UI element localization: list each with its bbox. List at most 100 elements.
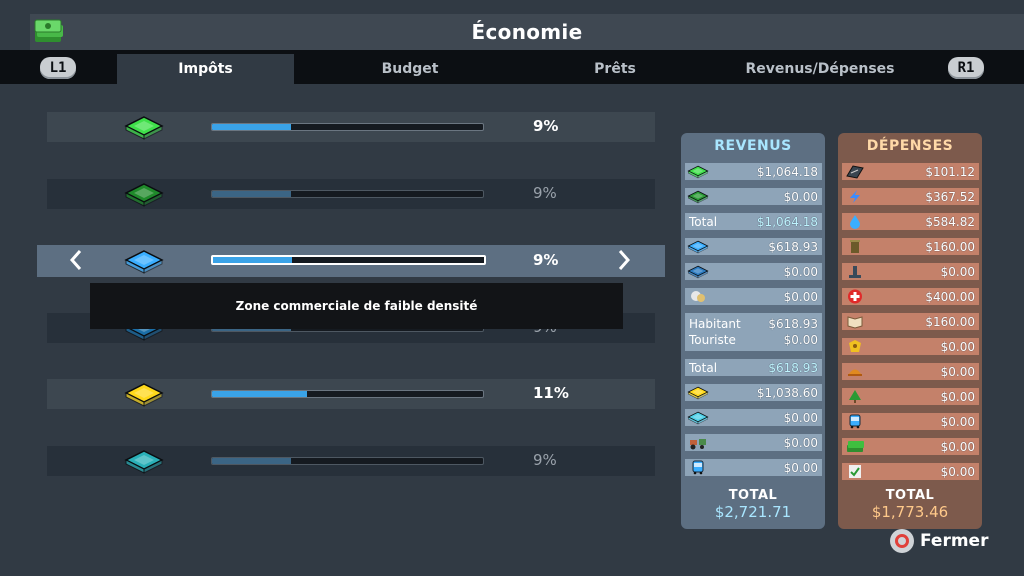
row-value: $1,064.18 <box>756 214 818 229</box>
garbage-icon <box>844 239 866 254</box>
row-value: $160.00 <box>925 314 975 329</box>
depenses-row: $584.82 <box>842 213 979 230</box>
row-value: $618.93 <box>768 360 818 375</box>
commercial-low-icon <box>123 247 165 279</box>
revenus-row: $1,064.18 <box>685 163 822 180</box>
row-label: Total <box>689 360 718 375</box>
row-value: $0.00 <box>783 333 818 347</box>
tree-icon <box>844 389 866 404</box>
depenses-row: $0.00 <box>842 363 979 380</box>
fire-icon <box>844 364 866 379</box>
circle-button-icon <box>890 529 914 553</box>
office-icon <box>123 447 165 479</box>
row-value: $1,038.60 <box>756 385 818 400</box>
window-title: Économie <box>471 20 583 44</box>
depenses-row: $367.52 <box>842 188 979 205</box>
revenus-row: $0.00 <box>685 409 822 426</box>
tax-rate-label: 11% <box>533 384 569 402</box>
row-label: Habitant <box>689 317 741 331</box>
depenses-row: $160.00 <box>842 238 979 255</box>
residential-low-icon <box>123 113 165 145</box>
r1-button-icon[interactable]: R1 <box>948 57 984 79</box>
residential-low-icon <box>687 164 709 179</box>
revenus-row: $0.00 <box>685 459 822 476</box>
row-value: $0.00 <box>783 189 818 204</box>
tax-row[interactable]: 9% <box>47 446 655 476</box>
water-icon <box>844 214 866 229</box>
depenses-row: $101.12 <box>842 163 979 180</box>
policies-icon <box>844 464 866 479</box>
row-value: $1,064.18 <box>756 164 818 179</box>
tax-slider[interactable] <box>211 457 484 465</box>
tax-rate-label: 9% <box>533 117 559 135</box>
close-button[interactable]: Fermer <box>890 528 988 554</box>
tax-rate-label: 9% <box>533 451 557 469</box>
tax-slider-fill <box>212 391 307 397</box>
chevron-left-icon[interactable] <box>69 248 83 278</box>
revenus-row: $618.93 <box>685 238 822 255</box>
row-value: $0.00 <box>783 289 818 304</box>
row-value: $0.00 <box>940 464 975 479</box>
leisure-icon <box>687 289 709 304</box>
l1-button-icon[interactable]: L1 <box>40 57 76 79</box>
row-value: $0.00 <box>940 389 975 404</box>
chevron-right-icon[interactable] <box>617 248 631 278</box>
residential-high-icon <box>123 180 165 212</box>
residential-high-icon <box>687 189 709 204</box>
tab-budget[interactable]: Budget <box>381 61 439 77</box>
commercial-low-icon <box>687 239 709 254</box>
tax-slider[interactable] <box>211 190 484 198</box>
revenus-row: Habitant $618.93 Touriste $0.00 <box>685 313 822 351</box>
commercial-high-icon <box>687 264 709 279</box>
row-value: $0.00 <box>783 264 818 279</box>
depenses-total-value: $1,773.46 <box>871 503 949 521</box>
revenus-total-label: TOTAL <box>728 488 778 503</box>
tax-row[interactable]: 11% <box>47 379 655 409</box>
depenses-title: DÉPENSES <box>866 138 954 154</box>
revenus-row: Total $618.93 <box>685 359 822 376</box>
industrial-icon <box>687 385 709 400</box>
revenus-row: $0.00 <box>685 434 822 451</box>
revenus-subrow: Touriste $0.00 <box>687 333 818 347</box>
title-bar: Économie <box>30 14 1024 50</box>
tax-slider-fill <box>212 124 291 130</box>
depenses-row: $0.00 <box>842 438 979 455</box>
depenses-row: $0.00 <box>842 338 979 355</box>
tax-row[interactable]: 9% <box>37 245 665 277</box>
zone-tooltip: Zone commerciale de faible densité <box>90 283 623 329</box>
tax-slider-fill <box>213 257 292 263</box>
depenses-row: $0.00 <box>842 388 979 405</box>
depenses-row: $400.00 <box>842 288 979 305</box>
police-icon <box>844 339 866 354</box>
tab-prets[interactable]: Prêts <box>594 61 636 77</box>
row-value: $0.00 <box>940 414 975 429</box>
industrial-icon <box>123 380 165 412</box>
revenus-total-value: $2,721.71 <box>714 503 792 521</box>
tax-row[interactable]: 9% <box>47 112 655 142</box>
revenus-row: $1,038.60 <box>685 384 822 401</box>
tab-revenus-depenses[interactable]: Revenus/Dépenses <box>745 61 895 77</box>
money-icon <box>844 439 866 454</box>
tax-row[interactable]: 9% <box>47 179 655 209</box>
farming-icon <box>687 435 709 450</box>
row-value: $0.00 <box>940 264 975 279</box>
depenses-panel: DÉPENSES $101.12 $367.52 $584.82 $160.00 $0.… <box>838 133 982 529</box>
depenses-row: $160.00 <box>842 313 979 330</box>
revenus-title: REVENUS <box>714 138 792 154</box>
depenses-row: $0.00 <box>842 413 979 430</box>
revenus-panel: REVENUS $1,064.18 $0.00 Total $1,064.18 $618… <box>681 133 825 529</box>
tax-slider[interactable] <box>211 255 486 265</box>
tax-rate-label: 9% <box>533 251 559 269</box>
roads-icon <box>844 164 866 179</box>
row-value: $584.82 <box>925 214 975 229</box>
tax-rate-label: 9% <box>533 184 557 202</box>
tab-bar: L1 Impôts Budget Prêts Revenus/Dépenses … <box>0 50 1024 84</box>
revenus-subrow: Habitant $618.93 <box>687 317 818 331</box>
depenses-total-label: TOTAL <box>885 488 935 503</box>
close-label: Fermer <box>920 531 989 551</box>
tab-impots[interactable]: Impôts <box>117 54 294 84</box>
tax-slider[interactable] <box>211 390 484 398</box>
tax-slider[interactable] <box>211 123 484 131</box>
tax-slider-fill <box>212 191 291 197</box>
row-value: $101.12 <box>925 164 975 179</box>
